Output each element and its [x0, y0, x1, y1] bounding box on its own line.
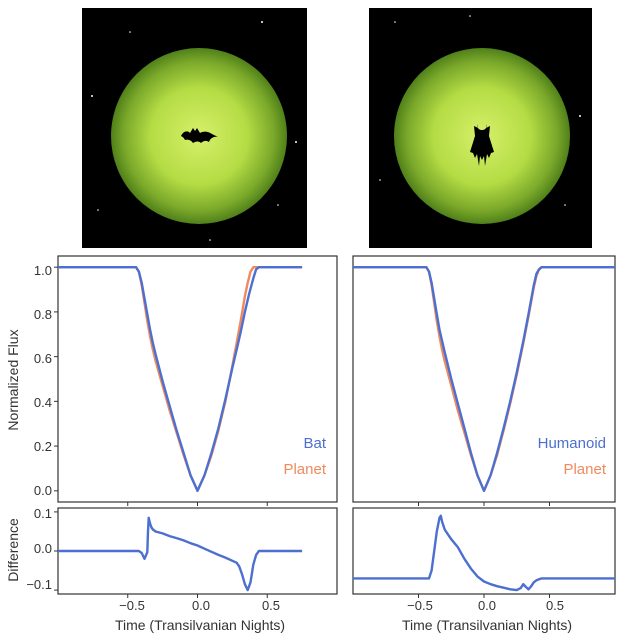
- star: [469, 15, 471, 17]
- legend-item-humanoid: Humanoid: [538, 435, 606, 452]
- legend-item-planet: Planet: [563, 461, 606, 478]
- y-tick-label: 0.6: [34, 351, 52, 366]
- y-tick-label: 0.0: [34, 541, 52, 556]
- x-tick-label: −0.5: [119, 598, 145, 613]
- star: [394, 21, 396, 23]
- legend-right: Humanoid Planet: [538, 435, 607, 478]
- series-line-bat: [58, 266, 303, 492]
- y-tick-label: 0.4: [34, 395, 52, 410]
- star: [97, 209, 99, 211]
- x-axis-title-right: Time (Transilvanian Nights): [402, 617, 572, 633]
- flux-axis-title: Normalized Flux: [5, 329, 21, 430]
- difference-y-axis-left: 0.1 0.0 −0.1: [26, 506, 52, 592]
- star-field: [91, 21, 297, 241]
- bat-silhouette-icon: [181, 128, 218, 143]
- y-tick-label: 0.2: [34, 439, 52, 454]
- star: [209, 239, 211, 241]
- series-line-planet: [58, 266, 303, 492]
- x-tick-label: −0.5: [407, 598, 433, 613]
- star: [261, 21, 263, 23]
- legend-item-bat: Bat: [303, 435, 326, 452]
- series-line-humanoid: [353, 514, 615, 592]
- star: [379, 179, 381, 181]
- humanoid-silhouette-icon: [470, 124, 494, 166]
- y-tick-label: 1.0: [34, 263, 52, 278]
- star: [579, 115, 581, 117]
- y-tick-label: 0.0: [34, 483, 52, 498]
- star: [564, 204, 566, 206]
- x-tick-label: 0.5: [546, 598, 564, 613]
- y-tick-label: 0.1: [34, 506, 52, 521]
- humanoid-transit-image: [369, 8, 592, 248]
- difference-plot-left: [54, 511, 303, 598]
- star: [129, 31, 131, 33]
- legend-left: Bat Planet: [283, 435, 326, 478]
- series-line-planet: [353, 266, 615, 492]
- difference-plot-right: [353, 514, 615, 598]
- star: [295, 141, 297, 143]
- flux-plot-left: [54, 266, 303, 506]
- legend-item-planet: Planet: [283, 461, 326, 478]
- x-tick-label: 0.5: [262, 598, 280, 613]
- y-tick-label: −0.1: [26, 577, 52, 592]
- star-field: [379, 15, 581, 206]
- star: [91, 95, 93, 97]
- flux-plot-right: [353, 266, 615, 506]
- x-axis-title-left: Time (Transilvanian Nights): [115, 617, 285, 633]
- star: [277, 204, 279, 206]
- x-axis-left: −0.5 0.0 0.5: [119, 598, 280, 613]
- series-line-bat: [58, 516, 303, 592]
- x-tick-label: 0.0: [192, 598, 210, 613]
- flux-y-axis-left: 1.0 0.8 0.6 0.4 0.2 0.0: [34, 263, 52, 498]
- x-tick-label: 0.0: [478, 598, 496, 613]
- bat-transit-image: [82, 8, 307, 248]
- x-axis-right: −0.5 0.0 0.5: [407, 598, 564, 613]
- series-line-humanoid: [353, 266, 615, 492]
- y-tick-label: 0.8: [34, 307, 52, 322]
- difference-axis-title: Difference: [5, 518, 21, 582]
